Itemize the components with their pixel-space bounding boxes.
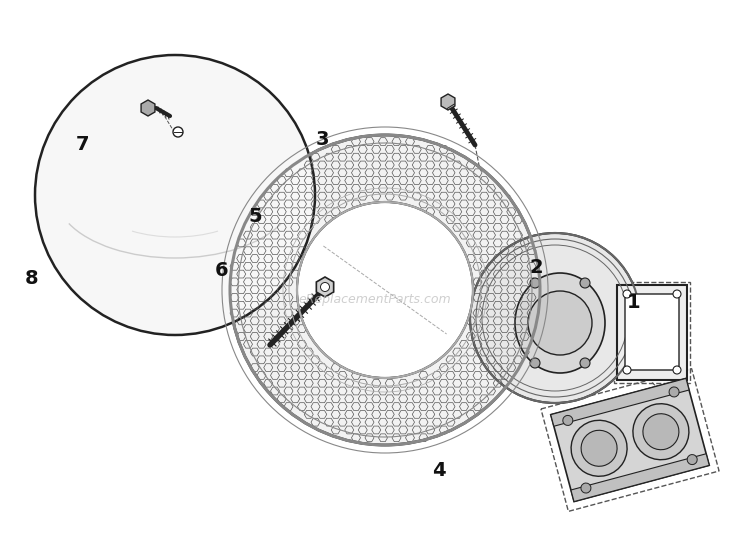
Circle shape [633,404,689,460]
Text: 4: 4 [432,461,445,480]
Circle shape [530,358,540,368]
FancyBboxPatch shape [550,378,689,426]
FancyBboxPatch shape [571,454,710,502]
Circle shape [297,202,473,378]
Text: 1: 1 [627,293,640,312]
Circle shape [470,233,640,403]
FancyBboxPatch shape [617,285,687,379]
Circle shape [173,127,183,137]
Text: 6: 6 [214,261,228,280]
Circle shape [673,290,681,298]
FancyBboxPatch shape [550,378,710,502]
Circle shape [643,414,679,450]
Ellipse shape [515,273,605,373]
Circle shape [230,135,540,445]
Circle shape [687,455,698,464]
Circle shape [320,282,329,292]
Circle shape [669,387,679,397]
Circle shape [673,366,681,374]
Circle shape [562,416,573,425]
Circle shape [580,358,590,368]
Circle shape [35,55,315,335]
Text: eReplacementParts.com: eReplacementParts.com [298,294,452,307]
Circle shape [623,366,631,374]
Text: 8: 8 [25,269,38,288]
Text: 3: 3 [316,129,329,149]
Text: 2: 2 [530,258,543,277]
Circle shape [528,291,592,355]
Circle shape [623,290,631,298]
Circle shape [571,421,627,476]
Polygon shape [441,94,455,110]
Circle shape [581,483,591,493]
Circle shape [580,278,590,288]
FancyBboxPatch shape [625,294,679,370]
Circle shape [530,278,540,288]
Text: 7: 7 [76,135,89,154]
Polygon shape [141,100,155,116]
Text: 5: 5 [248,207,262,226]
Circle shape [581,430,617,467]
Polygon shape [316,277,334,297]
